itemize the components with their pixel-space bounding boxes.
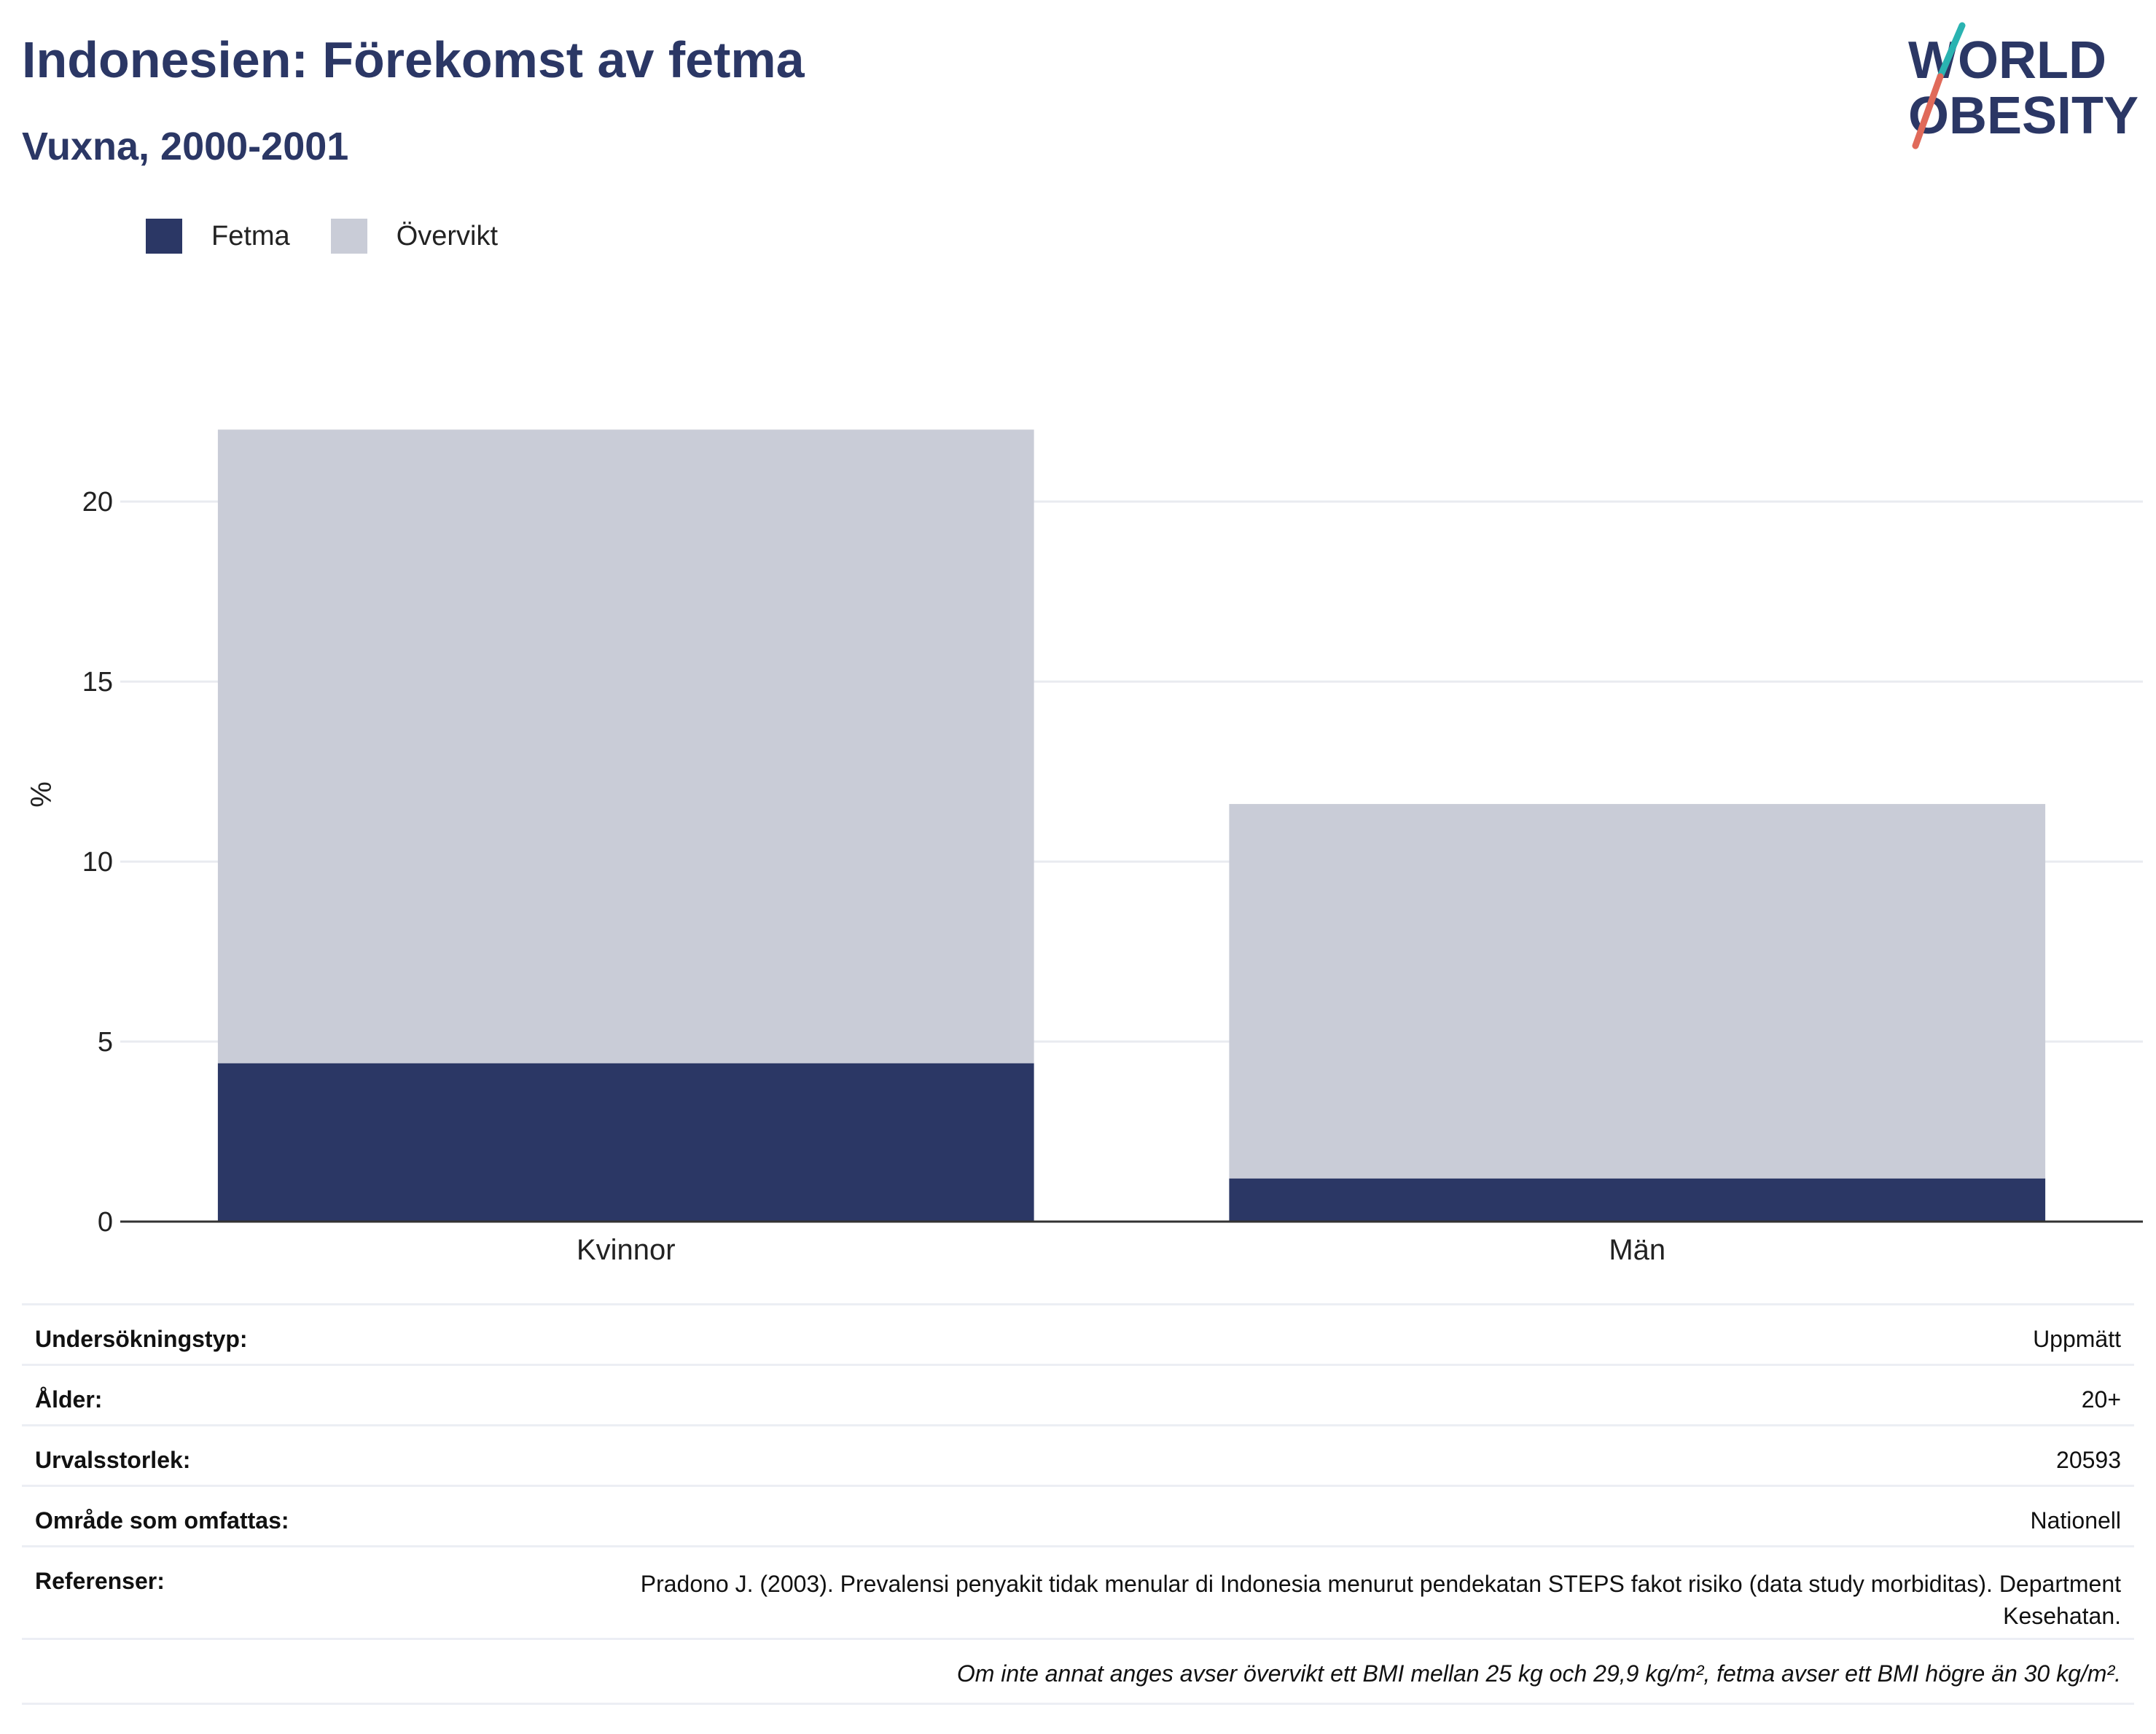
x-category-label-0: Kvinnor bbox=[577, 1234, 676, 1266]
y-tick-label-10: 10 bbox=[82, 847, 113, 878]
bar-män-fetma[interactable] bbox=[1229, 1178, 2046, 1222]
info-label: Område som omfattas: bbox=[35, 1507, 289, 1534]
legend-item-overvikt[interactable]: Övervikt bbox=[330, 219, 499, 254]
bar-män-overvikt[interactable] bbox=[1229, 804, 2046, 1179]
info-row-references: Referenser: Pradono J. (2003). Prevalens… bbox=[22, 1545, 2134, 1638]
legend-label-overvikt: Övervikt bbox=[396, 220, 499, 251]
axes: 0 5 10 15 20 Kvinnor Män bbox=[82, 487, 2143, 1266]
x-category-label-1: Män bbox=[1609, 1234, 1665, 1266]
info-label: Ålder: bbox=[35, 1386, 103, 1413]
bar-chart: 0 5 10 15 20 Kvinnor Män % bbox=[26, 429, 2143, 1266]
info-row-sample-size: Urvalsstorlek: 20593 bbox=[22, 1424, 2134, 1485]
bmi-definition-note: Om inte annat anges avser övervikt ett B… bbox=[956, 1660, 2121, 1687]
y-tick-label-0: 0 bbox=[98, 1207, 113, 1238]
info-label: Urvalsstorlek: bbox=[35, 1447, 191, 1473]
legend-item-fetma[interactable]: Fetma bbox=[146, 219, 290, 254]
y-axis-title: % bbox=[26, 781, 58, 808]
y-tick-label-15: 15 bbox=[82, 667, 113, 698]
info-value: Uppmätt bbox=[2033, 1326, 2121, 1352]
info-row-coverage: Område som omfattas: Nationell bbox=[22, 1485, 2134, 1545]
info-label: Referenser: bbox=[35, 1568, 165, 1594]
info-value-reference: Pradono J. (2003). Prevalensi penyakit t… bbox=[640, 1571, 2121, 1629]
survey-info-table: Undersökningstyp: Uppmätt Ålder: 20+ Urv… bbox=[22, 1303, 2134, 1705]
info-row-age: Ålder: 20+ bbox=[22, 1364, 2134, 1424]
info-label: Undersökningstyp: bbox=[35, 1326, 248, 1352]
svg-text:OBESITY: OBESITY bbox=[1908, 87, 2139, 145]
info-value: 20593 bbox=[2056, 1447, 2121, 1473]
info-row-note: Om inte annat anges avser övervikt ett B… bbox=[22, 1638, 2134, 1703]
bars bbox=[217, 429, 2046, 1222]
world-obesity-logo: WORLD OBESITY bbox=[1908, 22, 2139, 149]
legend-swatch-fetma bbox=[146, 219, 182, 254]
page-subtitle: Vuxna, 2000-2001 bbox=[22, 125, 349, 168]
info-row-survey-type: Undersökningstyp: Uppmätt bbox=[22, 1303, 2134, 1364]
bar-kvinnor-fetma[interactable] bbox=[217, 1063, 1034, 1222]
legend-swatch-overvikt bbox=[330, 219, 367, 254]
legend-label-fetma: Fetma bbox=[211, 220, 290, 251]
y-tick-label-5: 5 bbox=[98, 1027, 113, 1058]
page-title: Indonesien: Förekomst av fetma bbox=[22, 31, 805, 88]
info-value: Nationell bbox=[2030, 1507, 2121, 1534]
info-value: 20+ bbox=[2081, 1386, 2121, 1413]
chart-legend: Fetma Övervikt bbox=[146, 217, 539, 255]
bar-kvinnor-overvikt[interactable] bbox=[217, 429, 1034, 1063]
y-tick-label-20: 20 bbox=[82, 487, 113, 518]
